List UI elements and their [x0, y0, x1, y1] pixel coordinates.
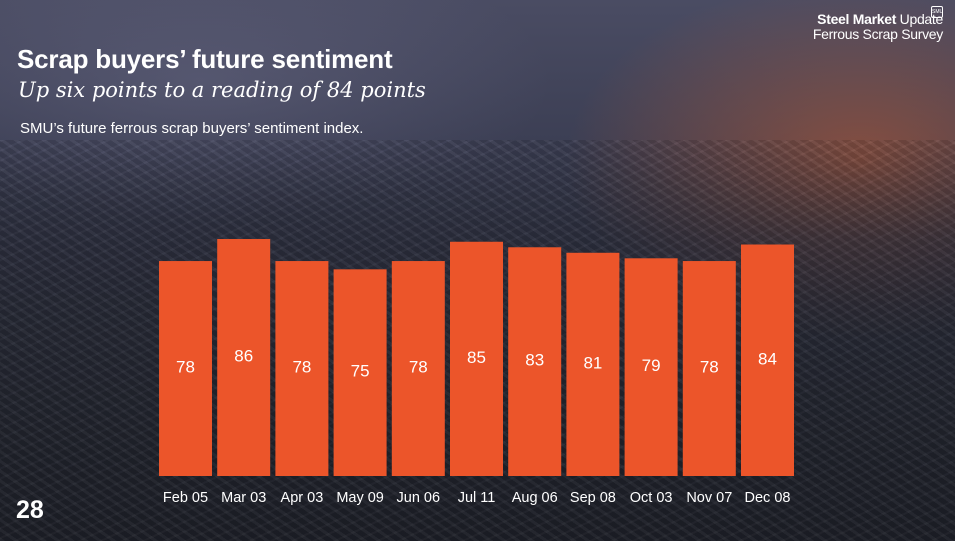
bar-value-label: 79	[642, 356, 661, 375]
page-number: 28	[16, 496, 44, 524]
bar-may-09	[333, 269, 387, 476]
bar-mar-03	[217, 239, 271, 476]
x-tick-label: May 09	[336, 490, 384, 506]
x-tick-label: Feb 05	[163, 490, 208, 506]
x-tick-label: Dec 08	[745, 490, 791, 506]
bar-aug-06	[508, 247, 562, 476]
slide-title: Scrap buyers’ future sentiment	[17, 44, 393, 74]
bar-value-label: 81	[583, 353, 602, 372]
x-tick-label: Nov 07	[686, 490, 732, 506]
bar-value-label: 78	[700, 358, 719, 377]
bar-value-label: 85	[467, 348, 486, 367]
bar-sep-08	[566, 252, 620, 476]
logo-line-1: Steel Market Update	[817, 11, 943, 27]
bar-apr-03	[275, 261, 329, 476]
bar-value-label: 75	[351, 362, 370, 381]
bar-jun-06	[391, 261, 445, 476]
slide-subtitle: Up six points to a reading of 84 points	[18, 78, 426, 102]
bar-value-label: 84	[758, 349, 777, 368]
bar-value-label: 86	[234, 347, 253, 366]
x-tick-label: Oct 03	[630, 490, 673, 506]
bar-value-label: 78	[409, 358, 428, 377]
x-tick-label: Aug 06	[512, 490, 558, 506]
bar-value-label: 78	[292, 358, 311, 377]
chart-description: SMU’s future ferrous scrap buyers’ senti…	[20, 120, 364, 137]
logo-line-2: Ferrous Scrap Survey	[812, 25, 943, 42]
logo-badge: SMU	[931, 6, 943, 18]
bar-jul-11	[450, 241, 503, 476]
x-tick-label: Mar 03	[221, 490, 266, 506]
bar-oct-03	[624, 258, 678, 476]
bar-value-label: 83	[525, 351, 544, 370]
smu-logo: Steel Market Update Ferrous Scrap Survey…	[812, 6, 943, 42]
bar-nov-07	[682, 261, 736, 476]
bar-dec-08	[741, 244, 794, 476]
bar-value-label: 78	[176, 358, 195, 377]
x-tick-label: Jun 06	[397, 490, 441, 506]
x-tick-label: Apr 03	[281, 490, 324, 506]
x-tick-label: Sep 08	[570, 490, 616, 506]
bar-feb-05	[159, 261, 212, 476]
x-tick-label: Jul 11	[458, 490, 496, 506]
